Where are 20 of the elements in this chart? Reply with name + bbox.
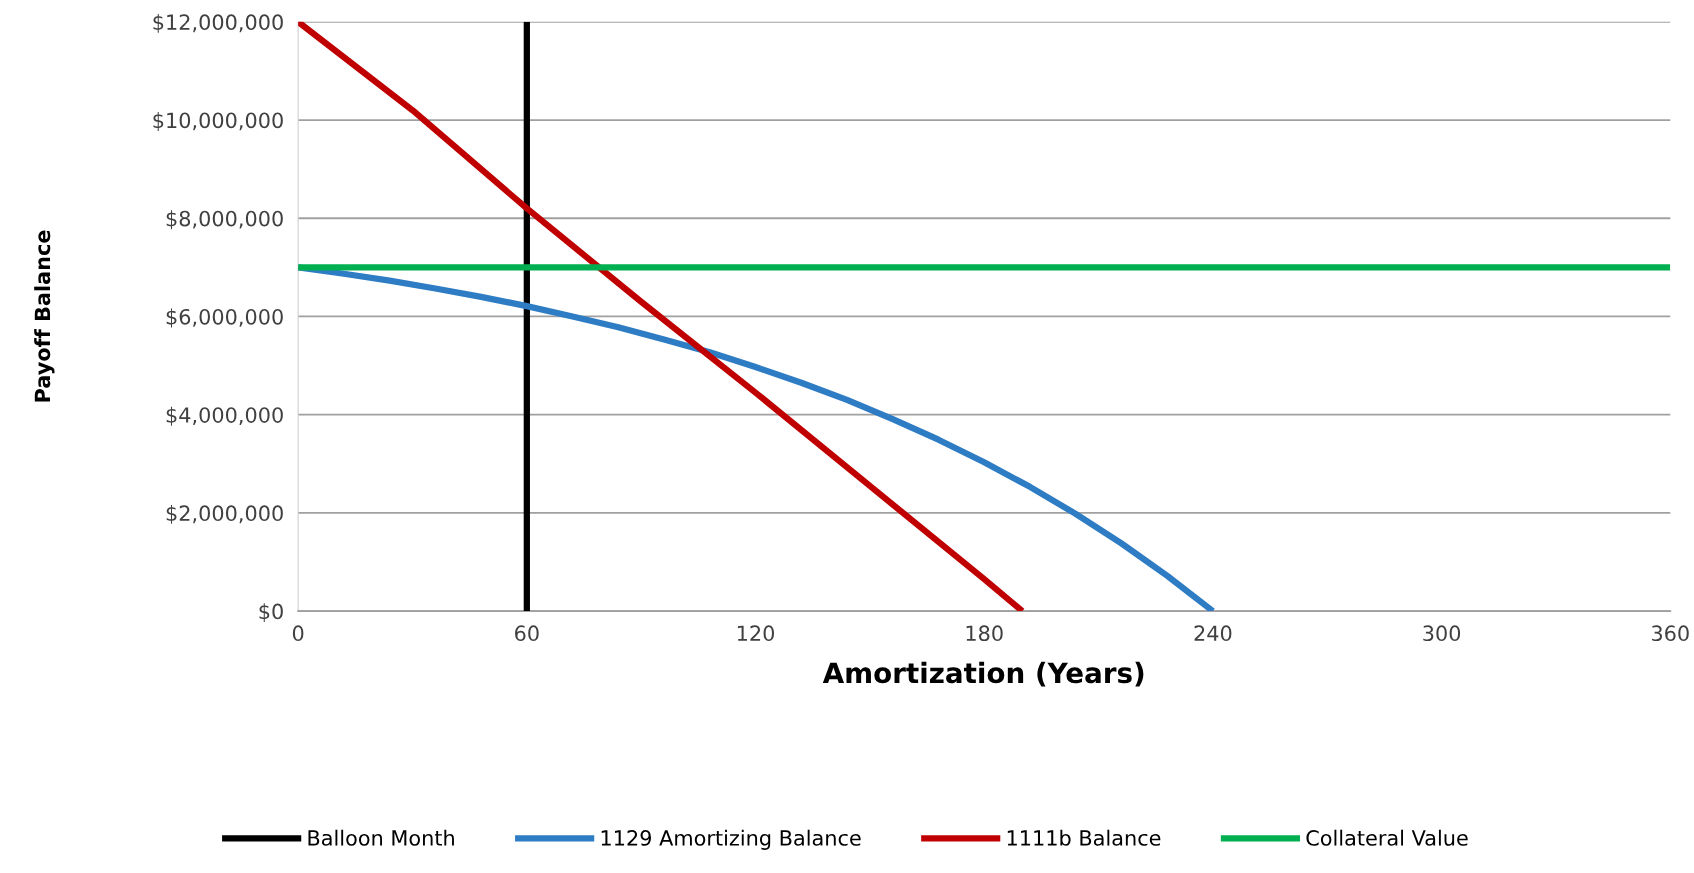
x-tick-label: 0 bbox=[292, 625, 304, 642]
x-tick-label: 240 bbox=[1194, 625, 1232, 642]
legend-label: 1129 Amortizing Balance bbox=[601, 829, 861, 850]
y-tick-label: $8,000,000 bbox=[166, 210, 283, 230]
y-tick-label: $2,000,000 bbox=[166, 504, 283, 524]
x-axis-title: Amortization (Years) bbox=[822, 661, 1144, 687]
y-tick-label: $4,000,000 bbox=[166, 406, 283, 426]
x-tick-label: 120 bbox=[737, 625, 775, 642]
y-tick-label: $10,000,000 bbox=[153, 112, 283, 132]
legend-label: Balloon Month bbox=[308, 829, 454, 846]
x-tick-label: 60 bbox=[515, 625, 539, 642]
y-axis-title: Payoff Balance bbox=[34, 230, 55, 402]
y-tick-label: $0 bbox=[259, 603, 283, 623]
x-tick-label: 300 bbox=[1423, 625, 1461, 642]
x-tick-label: 360 bbox=[1651, 625, 1689, 642]
legend-label: Collateral Value bbox=[1306, 829, 1468, 846]
y-tick-label: $6,000,000 bbox=[166, 308, 283, 328]
x-tick-label: 180 bbox=[966, 625, 1003, 642]
y-tick-label: $12,000,000 bbox=[153, 13, 283, 33]
legend-label: 1111b Balance bbox=[1007, 829, 1161, 846]
